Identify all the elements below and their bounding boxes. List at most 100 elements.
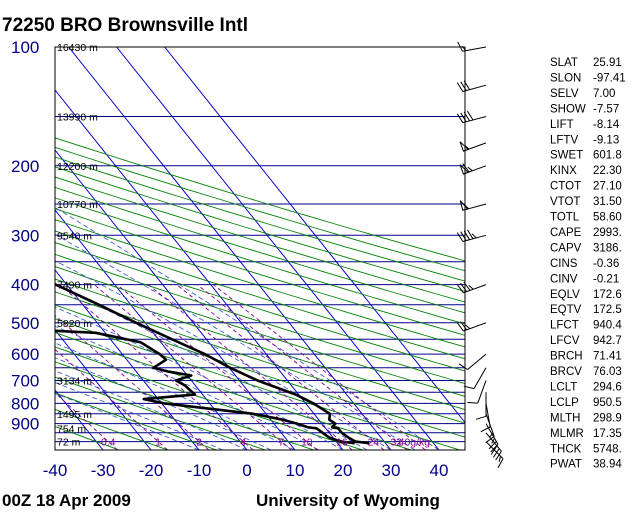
wind-barb-feather [463,281,471,291]
height-label: 16430 m [57,42,98,54]
index-value: 31.50 [593,196,622,208]
wind-barb-feather [460,231,467,241]
height-label: 1495 m [57,409,92,421]
index-value: 22.30 [593,165,622,177]
isotherm-line [164,47,465,424]
wind-barb-feather [498,455,501,462]
wind-barb-feather [463,111,471,122]
index-row: EQTV 172.5 [550,304,622,316]
temperature-tick-label: 40 [430,461,449,480]
index-key: BRCV [550,366,582,378]
timestamp: 00Z 18 Apr 2009 [2,491,131,510]
index-key: THCK [550,443,582,455]
index-row: SLAT 25.91 [550,57,622,69]
index-key: LCLP [550,397,579,409]
mixing-ratio-label: 16 [336,437,348,449]
index-value: -8.14 [593,119,620,131]
index-row: CINS -0.36 [550,258,619,270]
pressure-tick-label: 200 [11,157,39,176]
index-row: MLMR 17.35 [550,428,622,440]
dry-adiabat-line [55,278,465,411]
height-label: 5820 m [57,318,92,330]
index-row: LIFT -8.14 [550,119,620,131]
temperature-trace [55,282,370,445]
index-value: 298.9 [593,412,622,424]
index-value: 2993. [593,227,622,239]
dry-adiabat-line [55,219,465,348]
index-key: CTOT [550,181,581,193]
index-value: 3186. [593,242,622,254]
index-key: EQLV [550,289,580,301]
wind-barb-staff [473,367,487,389]
index-value: 294.6 [593,381,622,393]
index-value: 71.41 [593,351,622,363]
pressure-tick-label: 400 [11,276,39,295]
index-value: 942.7 [593,335,622,347]
moist-adiabat-line [55,260,392,450]
index-key: SELV [550,88,579,100]
index-value: -97.41 [593,73,626,85]
dry-adiabat-line [55,253,465,384]
plot-border [54,46,466,451]
temperature-tick-label: -10 [187,461,212,480]
wind-barb-staff [485,413,495,437]
height-label: 3134 m [57,376,92,388]
temperature-tick-label: 10 [286,461,305,480]
index-key: CINS [550,258,578,270]
wind-barb-feather [492,448,500,458]
wind-barb-staff [477,380,487,404]
pressure-tick-label: 900 [11,415,39,434]
index-value: 58.60 [593,212,622,224]
mixing-ratio-label: 7 [278,437,284,449]
index-key: LCLT [550,381,577,393]
isotherm-line [55,149,296,450]
wind-barb-feather [460,81,467,91]
wind-barb-feather [461,45,467,51]
mixing-ratio-line [213,284,426,450]
isotherm-line [55,269,200,450]
index-value: 7.00 [593,88,615,100]
wind-barb [475,392,487,420]
dry-adiabat-line [55,208,465,336]
wind-barb-feather [460,321,468,331]
height-label: 9540 m [57,230,92,242]
index-row: KINX 22.30 [550,165,622,177]
dry-adiabat-line [55,376,266,450]
dry-adiabat-line [55,265,465,397]
temperature-tick-label: 0 [242,461,251,480]
index-key: SLON [550,73,581,85]
height-label: 10770 m [57,199,98,211]
wind-barb [459,200,487,211]
wind-barb-feather [464,204,469,210]
index-row: SHOW -7.57 [550,103,619,115]
index-row: BRCH 71.41 [550,351,622,363]
wind-barb-feather [467,110,474,121]
index-row: MLTH 298.9 [550,412,622,424]
pressure-tick-label: 600 [11,345,39,364]
index-key: CAPV [550,242,582,254]
wind-barb-feather [458,363,468,370]
wind-barb-feather [460,112,467,123]
moist-adiabat-line [55,342,296,450]
isotherm-line [55,329,152,450]
wind-barb-feather [463,230,471,240]
moist-adiabat-line [55,206,440,450]
wind-barb-feather [456,113,464,123]
dry-adiabat-line [55,242,465,372]
diagram-grid [55,47,465,450]
height-label: 13990 m [57,112,98,124]
mixing-ratio-label: 10 [301,437,313,449]
wind-barb-feather [464,145,470,150]
index-row: LFCT 940.4 [550,320,622,332]
index-value: -0.21 [593,273,619,285]
mixing-ratio-label: 2 [196,437,202,449]
wind-barb-feather [456,322,464,332]
index-key: CINV [550,273,578,285]
index-value: 25.91 [593,57,622,69]
wind-barb [456,110,487,124]
mixing-ratio-label: 4 [240,437,246,449]
index-key: SWET [550,150,583,162]
wind-barb-feather [471,233,477,239]
